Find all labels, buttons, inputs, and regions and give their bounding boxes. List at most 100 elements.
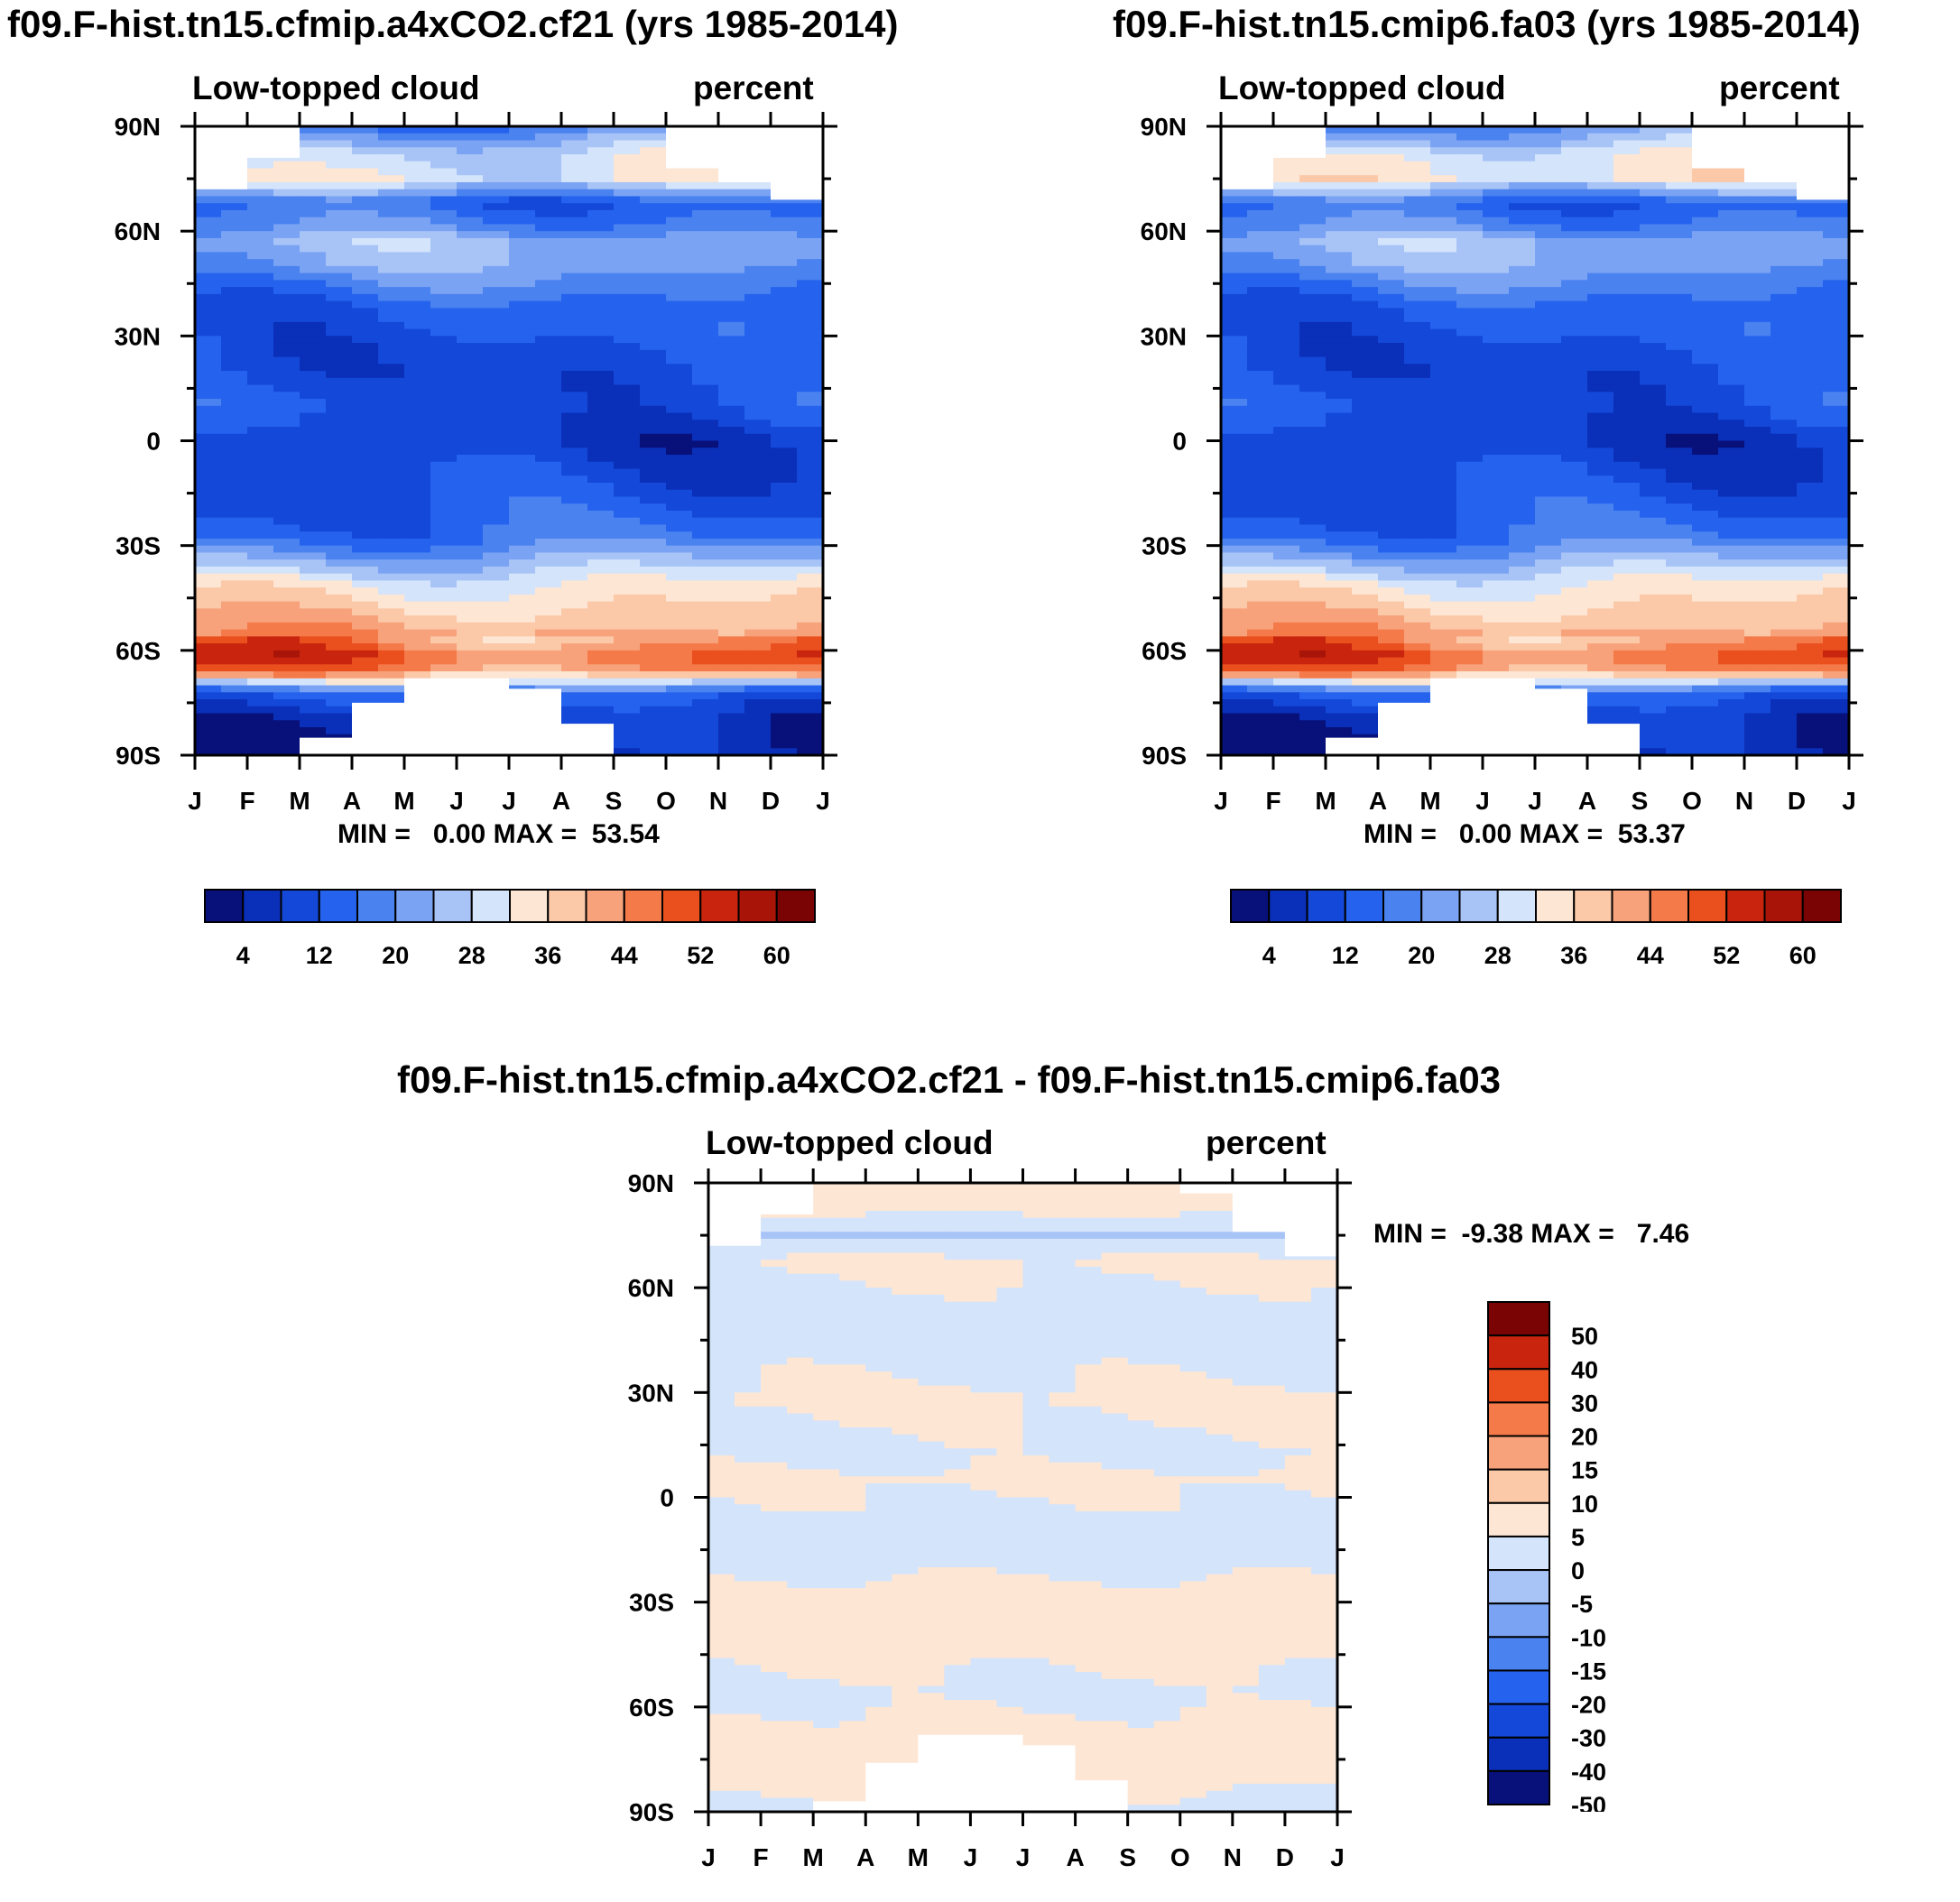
panel-a-contour-cell — [352, 217, 379, 225]
panel-b-contour-cell — [1221, 371, 1248, 378]
panel-a-contour-cell — [273, 266, 300, 273]
panel-b-contour-cell — [1273, 580, 1300, 587]
panel-b-contour-cell — [1823, 686, 1850, 693]
panel-b-contour-cell — [1770, 259, 1798, 266]
panel-a-contour-cell — [221, 308, 248, 315]
panel-b-contour-cell — [1483, 329, 1510, 337]
panel-a-contour-cell — [273, 468, 300, 476]
panel-b-contour-cell — [1483, 273, 1510, 281]
panel-a-contour-cell — [666, 217, 693, 225]
panel-b-contour-cell — [1770, 301, 1798, 309]
panel-b-contour-cell — [1247, 392, 1274, 399]
panel-a-contour-cell — [326, 217, 353, 225]
panel-a-contour-cell — [718, 615, 745, 623]
panel-b-contour-cell — [1378, 518, 1405, 525]
panel-a-contour-cell — [352, 371, 379, 378]
panel-a-contour-cell — [195, 531, 222, 539]
panel-a-contour-cell — [535, 231, 562, 238]
panel-a-contour-cell — [247, 734, 274, 742]
panel-b-contour-cell — [1535, 406, 1562, 413]
panel-a-contour-cell — [300, 399, 327, 406]
panel-a-contour-cell — [666, 406, 693, 413]
panel-a-contour-cell — [273, 539, 300, 546]
panel-b-contour-cell — [1561, 608, 1588, 615]
panel-a-contour-cell — [561, 231, 588, 238]
panel-b-contour-cell — [1718, 210, 1745, 217]
panel-a-contour-cell — [378, 448, 405, 455]
panel-c-contour-cell — [892, 1239, 919, 1246]
panel-c-contour-cell — [865, 1232, 892, 1239]
panel-b-contour-cell — [1744, 595, 1771, 602]
panel-a-contour-cell — [221, 664, 248, 671]
panel-a-contour-cell — [640, 364, 667, 371]
panel-a-contour-cell — [718, 539, 745, 546]
panel-a-contour-cell — [273, 287, 300, 294]
panel-a-contour-cell — [326, 559, 353, 567]
panel-a-contour-cell — [587, 595, 615, 602]
panel-a-colorbar-label: 52 — [687, 942, 714, 969]
panel-a-contour-cell — [378, 559, 405, 567]
panel-b-contour-cell — [1299, 692, 1327, 699]
panel-a-contour-cell — [640, 168, 667, 175]
panel-a-contour-cell — [221, 392, 248, 399]
panel-a-contour-cell — [221, 273, 248, 281]
panel-a-contour-cell — [666, 559, 693, 567]
panel-b-contour-cell — [1613, 714, 1641, 721]
panel-a-contour-cell — [587, 162, 615, 169]
panel-a-contour-cell — [352, 664, 379, 671]
panel-a-contour-cell — [692, 580, 719, 587]
panel-a-contour-cell — [404, 448, 431, 455]
panel-b-contour-cell — [1744, 182, 1771, 189]
panel-b-contour-cell — [1509, 441, 1536, 448]
panel-a-contour-cell — [535, 608, 562, 615]
panel-b-contour-cell — [1561, 294, 1588, 301]
panel-a-contour-cell — [718, 364, 745, 371]
panel-b-contour-cell — [1273, 420, 1300, 427]
panel-a-contour-cell — [404, 329, 431, 337]
panel-b-contour-cell — [1797, 315, 1824, 322]
panel-a-contour-cell — [640, 496, 667, 503]
panel-b-contour-cell — [1640, 259, 1667, 266]
panel-c-contour-cell — [1128, 1239, 1155, 1246]
panel-a-contour-cell — [561, 462, 588, 469]
panel-a-contour-cell — [352, 203, 379, 210]
panel-b-contour-cell — [1352, 238, 1379, 245]
panel-a-contour-cell — [614, 714, 641, 721]
panel-b-contour-cell — [1221, 679, 1248, 686]
panel-a-contour-cell — [378, 503, 405, 511]
panel-b-contour-cell — [1823, 552, 1850, 559]
panel-a-contour-cell — [509, 252, 536, 259]
panel-a-contour-cell — [300, 364, 327, 371]
panel-b-contour-cell — [1535, 462, 1562, 469]
panel-b-contour-cell — [1378, 587, 1405, 595]
panel-a-contour-cell — [561, 623, 588, 630]
panel-a-contour-cell — [221, 727, 248, 734]
panel-a-contour-cell — [692, 203, 719, 210]
panel-c-contour-cell — [1102, 1302, 1129, 1309]
panel-b-contour-cell — [1535, 567, 1562, 574]
panel-a-contour-cell — [535, 168, 562, 175]
panel-b-contour-cell — [1744, 203, 1771, 210]
panel-a-contour-cell — [797, 496, 824, 503]
panel-a-contour-cell — [247, 196, 274, 203]
panel-a-contour-cell — [404, 476, 431, 483]
panel-b-contour-cell — [1326, 406, 1353, 413]
panel-a-contour-cell — [744, 658, 772, 665]
panel-a-contour-cell — [430, 476, 458, 483]
panel-c-contour-cell — [813, 1260, 840, 1267]
panel-a-contour-cell — [195, 385, 222, 392]
panel-b-contour-cell — [1456, 651, 1484, 658]
panel-a-contour-cell — [718, 189, 745, 197]
panel-a-contour-cell — [273, 602, 300, 609]
panel-b-contour-cell — [1666, 308, 1693, 315]
panel-b-contour-cell — [1770, 546, 1798, 553]
panel-b-contour-cell — [1326, 503, 1353, 511]
panel-b-contour-cell — [1718, 699, 1745, 706]
panel-a-contour-cell — [640, 203, 667, 210]
panel-a-contour-cell — [221, 559, 248, 567]
panel-b-contour-cell — [1823, 727, 1850, 734]
panel-a-contour-cell — [247, 413, 274, 420]
panel-b-contour-cell — [1247, 238, 1274, 245]
panel-a-contour-cell — [404, 301, 431, 309]
